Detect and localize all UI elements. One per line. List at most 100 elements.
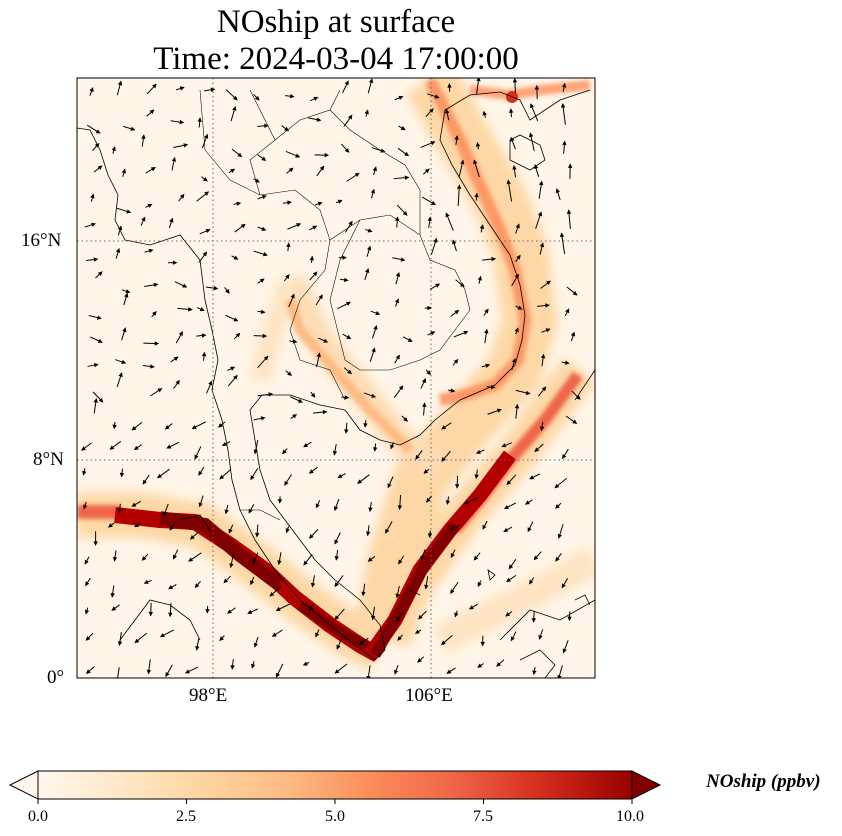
wind-arrow-head — [539, 242, 545, 248]
wind-arrow-head — [285, 528, 290, 534]
wind-arrow-head — [404, 175, 410, 180]
wind-arrow-head — [172, 554, 177, 560]
wind-arrow-head — [208, 380, 213, 386]
wind-arrow-head — [117, 641, 123, 647]
wind-arrow-head — [204, 133, 209, 139]
wind-arrow-head — [122, 327, 127, 333]
wind-arrow-head — [312, 271, 318, 277]
wind-arrow-head — [133, 445, 139, 451]
wind-arrow-head — [318, 294, 323, 300]
wind-arrow-head — [233, 317, 239, 322]
wind-arrow-head — [506, 577, 512, 583]
wind-arrow-head — [198, 470, 203, 476]
wind-arrow-head — [319, 165, 325, 171]
wind-arrow-head — [334, 555, 339, 561]
wind-arrow-head — [230, 665, 235, 670]
wind-arrow-head — [503, 527, 509, 532]
lat-tick-0: 0° — [47, 667, 65, 688]
wind-arrow-head — [188, 557, 194, 562]
wind-arrow-head — [525, 390, 531, 396]
wind-arrow-head — [288, 167, 294, 173]
wind-arrow-head — [510, 636, 515, 642]
wind-arrow-head — [572, 291, 578, 296]
wind-arrow-head — [179, 119, 185, 125]
wind-arrow-head — [417, 658, 423, 663]
wind-arrow-head — [229, 563, 234, 569]
wind-arrow-head — [445, 212, 450, 218]
lat-tick-16n: 16°N — [21, 230, 62, 251]
wind-arrow-head — [141, 556, 147, 561]
wind-arrow-head — [427, 533, 433, 538]
lat-tick-8n: 8°N — [33, 449, 64, 470]
wind-arrow-head — [254, 178, 260, 183]
wind-arrow-head — [491, 256, 497, 262]
wind-arrow-head — [97, 271, 103, 276]
wind-arrow-head — [348, 114, 353, 120]
wind-arrow-head — [555, 556, 560, 562]
wind-arrow-head — [400, 257, 406, 262]
wind-arrow-head — [424, 168, 430, 174]
wind-arrow-head — [332, 450, 338, 456]
wind-arrow-head — [316, 352, 321, 358]
wind-arrow-head — [527, 527, 532, 533]
wind-arrow-head — [407, 337, 413, 342]
wind-arrow-head — [496, 662, 501, 667]
wind-arrow-head — [165, 672, 170, 678]
wind-arrow-head — [375, 311, 381, 316]
wind-arrow-head — [473, 555, 479, 561]
wind-arrow-head — [223, 578, 229, 584]
wind-arrow-head — [531, 618, 537, 623]
lon-tick-106e: 106°E — [405, 685, 453, 706]
wind-arrow-head — [156, 473, 162, 479]
wind-arrow-head — [434, 94, 440, 99]
wind-arrow-head — [562, 648, 567, 654]
wind-arrow-head — [141, 134, 146, 140]
wind-arrow-head — [271, 632, 277, 637]
wind-arrow-head — [446, 669, 452, 674]
wind-arrow-head — [333, 506, 339, 512]
wind-arrow-head — [394, 669, 399, 675]
wind-arrow-head — [402, 211, 408, 216]
wind-arrow-head — [275, 606, 281, 611]
wind-arrow-head — [366, 245, 372, 251]
wind-arrow-head — [562, 454, 567, 460]
wind-arrow-head — [184, 669, 190, 674]
wind-arrow-head — [344, 148, 350, 153]
wind-arrow-head — [315, 503, 320, 509]
wind-arrow-head — [454, 612, 459, 618]
wind-arrow-head — [98, 397, 104, 403]
wind-arrow-head — [524, 500, 530, 505]
wind-arrow-head — [511, 357, 517, 363]
wind-arrow-head — [178, 331, 183, 337]
wind-vectors — [81, 78, 581, 678]
wind-arrow-head — [85, 669, 91, 674]
wind-arrow-head — [404, 151, 410, 157]
wind-arrow-head — [561, 583, 566, 589]
wind-arrow-head — [285, 274, 290, 280]
wind-arrow-head — [292, 339, 298, 344]
wind-arrow-head — [506, 480, 512, 486]
wind-arrow-head — [111, 146, 116, 152]
wind-arrow-head — [219, 636, 224, 642]
wind-arrow-head — [534, 447, 540, 453]
wind-arrow-head — [260, 309, 266, 315]
wind-arrow-head — [344, 80, 349, 86]
wind-arrow-head — [254, 95, 260, 101]
wind-arrow-head — [441, 640, 446, 646]
wind-arrow-head — [346, 334, 352, 340]
wind-arrow-head — [126, 209, 132, 214]
wind-arrow-head — [452, 239, 457, 245]
wind-arrow-head — [422, 402, 427, 407]
colorbar-tick-5: 5.0 — [325, 808, 345, 825]
wind-arrow-head — [282, 449, 287, 455]
wind-arrow-head — [557, 533, 562, 539]
colorbar-tick-10: 10.0 — [616, 808, 644, 825]
wind-arrow-head — [447, 83, 452, 88]
wind-arrow-head — [564, 360, 570, 365]
colorbar-tick-0: 0.0 — [28, 808, 48, 825]
wind-arrow-head — [91, 222, 97, 227]
wind-arrow-head — [93, 541, 98, 546]
wind-arrow-head — [125, 289, 131, 294]
wind-arrow-head — [575, 395, 581, 400]
wind-arrow-head — [423, 469, 429, 474]
